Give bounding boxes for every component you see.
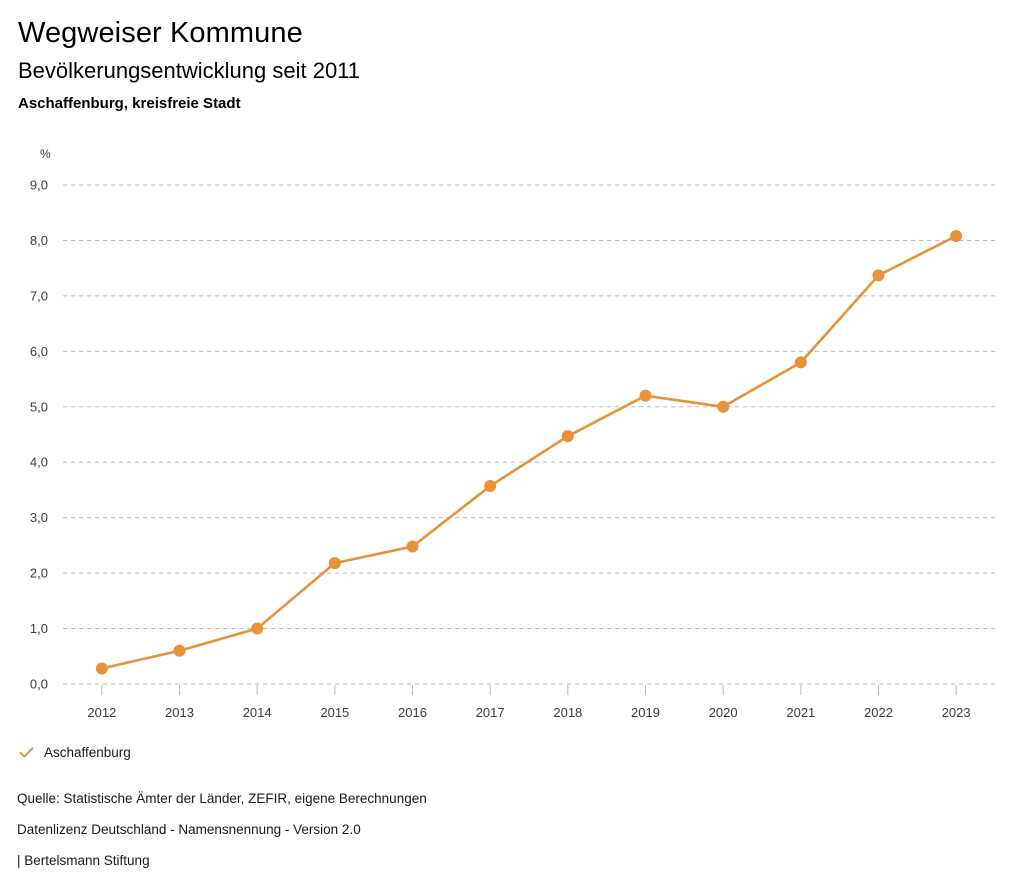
y-axis-labels-group: 9,0 8,0 7,0 6,0 5,0 4,0 3,0 2,0 1,0 0,0 [30,178,48,692]
x-axis-tick-label: 2021 [786,705,815,720]
x-axis-tick-label: 2020 [709,705,738,720]
data-point[interactable] [639,389,652,402]
x-axis-tick-label: 2023 [942,705,971,720]
chart-header: Wegweiser Kommune Bevölkerungsentwicklun… [18,14,998,115]
y-axis-tick-label: 8,0 [30,233,48,248]
x-axis-tick-label: 2012 [87,705,116,720]
y-axis-tick-label: 1,0 [30,621,48,636]
data-point[interactable] [794,356,807,369]
page-title: Wegweiser Kommune [18,17,303,49]
x-axis-ticks-group [101,685,957,695]
data-point[interactable] [561,430,574,443]
x-axis-tick-label: 2013 [165,705,194,720]
y-axis-tick-label: 5,0 [30,399,48,414]
x-axis-labels-group: 2012 2013 2014 2015 2016 2017 2018 2019 2020 2021… [87,705,970,720]
x-axis-tick-label: 2015 [320,705,349,720]
region-label: Aschaffenburg, kreisfreie Stadt [18,95,241,112]
publisher-line: | Bertelsmann Stiftung [17,853,150,868]
data-point[interactable] [95,662,108,675]
data-point[interactable] [950,230,963,243]
series-lines-group [100,234,958,670]
chart-legend[interactable]: Aschaffenburg [18,744,131,761]
y-axis-tick-label: 3,0 [30,510,48,525]
legend-item-label: Aschaffenburg [44,745,131,760]
gridlines-group [63,184,995,685]
x-axis-tick-label: 2014 [243,705,272,720]
x-axis-tick-label: 2022 [864,705,893,720]
x-axis-tick-label: 2016 [398,705,427,720]
y-axis-unit-label: % [40,147,51,161]
data-point[interactable] [872,269,885,282]
data-point[interactable] [406,540,419,553]
data-point[interactable] [251,622,264,635]
y-axis-tick-label: 2,0 [30,566,48,581]
series-points-group [95,230,963,675]
source-line: Quelle: Statistische Ämter der Länder, Z… [17,791,427,806]
data-point[interactable] [173,644,186,657]
data-point[interactable] [328,557,341,570]
y-axis-tick-label: 9,0 [30,178,48,193]
chart-subtitle: Bevölkerungsentwicklung seit 2011 [18,58,361,83]
x-axis-tick-label: 2019 [631,705,660,720]
x-axis-tick-label: 2017 [476,705,505,720]
check-icon [19,747,34,758]
y-axis-tick-label: 7,0 [30,288,48,303]
chart-canvas: 9,08,07,06,05,04,03,02,01,00,0 2012 2013 2… [30,147,995,720]
line-chart: 9,0 8,0 7,0 6,0 5,0 4,0 3,0 2,0 1,0 0,0 2012 2013 2… [30,147,995,720]
series-line [100,234,958,670]
license-line: Datenlizenz Deutschland - Namensnennung … [17,822,361,837]
x-axis-tick-label: 2018 [553,705,582,720]
y-axis-tick-label: 0,0 [30,677,48,692]
data-point[interactable] [717,400,730,413]
y-axis-tick-label: 6,0 [30,344,48,359]
y-axis-tick-label: 4,0 [30,455,48,470]
chart-footer: Quelle: Statistische Ämter der Länder, Z… [17,783,997,876]
data-point[interactable] [484,480,497,493]
